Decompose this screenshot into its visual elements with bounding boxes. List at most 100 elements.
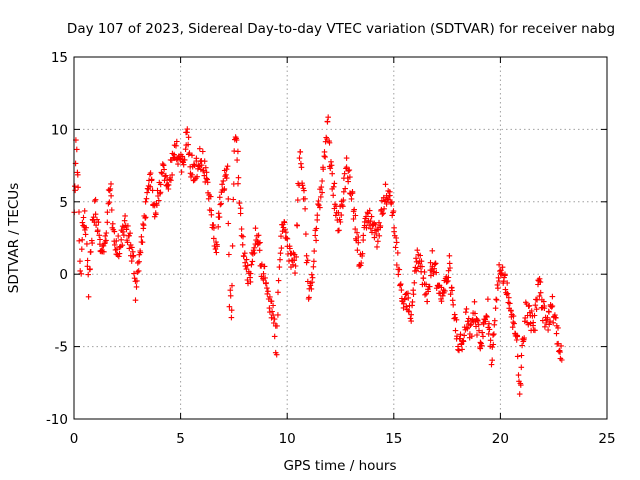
data-point bbox=[84, 257, 91, 264]
data-point bbox=[90, 214, 97, 220]
data-point bbox=[424, 298, 430, 305]
data-point bbox=[204, 179, 211, 186]
data-point bbox=[287, 245, 293, 252]
data-point bbox=[189, 172, 195, 178]
data-point bbox=[121, 217, 128, 224]
data-point bbox=[87, 266, 93, 272]
data-point bbox=[200, 148, 206, 155]
data-point bbox=[367, 218, 374, 224]
data-point bbox=[468, 321, 474, 327]
data-point bbox=[398, 281, 404, 287]
data-point bbox=[247, 270, 254, 277]
data-point bbox=[456, 347, 462, 354]
data-point bbox=[489, 344, 496, 350]
data-point bbox=[217, 194, 223, 201]
data-point bbox=[275, 277, 282, 284]
data-point bbox=[421, 269, 428, 275]
y-axis-label: SDTVAR / TECUs bbox=[6, 183, 22, 293]
data-point bbox=[130, 252, 137, 259]
data-point bbox=[98, 247, 105, 254]
data-point bbox=[389, 199, 395, 205]
data-point bbox=[132, 297, 139, 303]
x-tick-label: 15 bbox=[385, 431, 402, 447]
data-point bbox=[194, 173, 200, 180]
data-point bbox=[298, 164, 305, 171]
data-point bbox=[257, 239, 263, 246]
data-point bbox=[191, 161, 197, 168]
data-point bbox=[309, 271, 315, 278]
data-point bbox=[228, 307, 235, 313]
data-point bbox=[509, 324, 516, 330]
data-point bbox=[487, 337, 494, 344]
data-point bbox=[496, 262, 502, 268]
data-point bbox=[477, 345, 484, 352]
data-point bbox=[366, 207, 373, 214]
data-point bbox=[235, 148, 241, 155]
data-point bbox=[79, 219, 86, 226]
data-point bbox=[534, 297, 540, 303]
data-point bbox=[508, 308, 514, 314]
data-point bbox=[277, 256, 283, 263]
data-point bbox=[154, 187, 161, 194]
data-point bbox=[91, 198, 98, 204]
data-point bbox=[262, 275, 268, 281]
data-point bbox=[230, 196, 237, 203]
data-point bbox=[267, 294, 273, 300]
data-point bbox=[544, 315, 551, 321]
data-point bbox=[375, 238, 381, 245]
data-point bbox=[545, 327, 551, 333]
data-point bbox=[355, 234, 362, 240]
data-point bbox=[417, 252, 423, 259]
data-point bbox=[104, 219, 111, 226]
data-point bbox=[269, 308, 275, 315]
data-point bbox=[343, 164, 350, 170]
data-point bbox=[103, 237, 109, 244]
data-point bbox=[343, 155, 350, 161]
data-point bbox=[340, 197, 347, 203]
data-point bbox=[373, 231, 379, 237]
data-point bbox=[223, 175, 230, 181]
data-point bbox=[425, 288, 431, 295]
data-point bbox=[419, 263, 425, 270]
data-point bbox=[409, 299, 416, 305]
data-point bbox=[491, 331, 497, 337]
data-point bbox=[263, 280, 269, 286]
data-point bbox=[407, 315, 414, 322]
data-point bbox=[274, 323, 280, 329]
data-point bbox=[135, 268, 142, 274]
data-point bbox=[319, 178, 325, 184]
data-point bbox=[464, 318, 471, 325]
data-point bbox=[447, 265, 453, 271]
data-point bbox=[482, 318, 489, 325]
data-point bbox=[89, 240, 95, 246]
x-tick-label: 0 bbox=[70, 431, 79, 447]
data-point bbox=[341, 170, 348, 177]
data-point bbox=[515, 372, 522, 378]
data-point bbox=[235, 174, 242, 181]
data-point bbox=[163, 172, 169, 179]
data-point bbox=[442, 288, 448, 294]
data-point bbox=[142, 199, 149, 205]
data-point bbox=[514, 333, 521, 340]
data-point bbox=[358, 260, 364, 266]
data-point bbox=[162, 173, 168, 180]
data-point bbox=[268, 298, 275, 304]
data-point bbox=[431, 261, 438, 268]
data-point bbox=[479, 329, 485, 336]
data-point bbox=[261, 263, 268, 270]
data-point bbox=[371, 234, 378, 241]
data-point bbox=[238, 226, 245, 232]
data-point bbox=[410, 291, 417, 297]
y-tick-label: 15 bbox=[51, 50, 68, 66]
data-point bbox=[518, 382, 524, 388]
data-point bbox=[330, 184, 337, 190]
data-point bbox=[486, 320, 492, 327]
data-point bbox=[93, 222, 99, 228]
data-point bbox=[273, 351, 280, 358]
data-point bbox=[426, 283, 433, 290]
data-point bbox=[298, 160, 304, 167]
data-point bbox=[174, 138, 180, 145]
data-point bbox=[536, 276, 543, 282]
data-point bbox=[413, 255, 419, 262]
data-point bbox=[213, 239, 219, 245]
